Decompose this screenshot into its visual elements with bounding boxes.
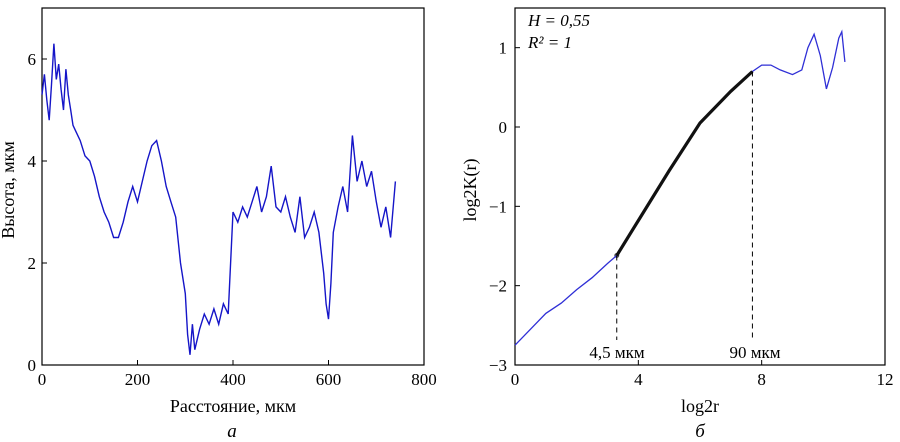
panel-a-x-tick-label: 800 [411,370,437,389]
panel-b-x-tick-label: 12 [877,370,894,389]
panel-a-y-tick-label: 0 [28,356,37,375]
panel-b-x-tick-label: 4 [634,370,643,389]
panel-b-y-tick-label: 0 [499,118,508,137]
panel-b-y-tick-label: −1 [489,197,507,216]
panel-a-y-tick-label: 2 [28,254,37,273]
panel-a-x-tick-label: 200 [125,370,151,389]
panel-b-chart: 0 4 8 12 −3 −2 −1 0 1 4,5 мкм 90 мкм H = 0,55 R²… [460,7,894,442]
panel-a-y-tick-label: 4 [28,152,37,171]
panel-b-r2-label: R² = 1 [527,33,572,52]
panel-b-log-curve [514,29,846,346]
panel-a-x-tick-label: 600 [316,370,342,389]
panel-a-ticks: 0 200 400 600 800 0 2 4 6 [28,50,437,389]
panel-b-hurst-label: H = 0,55 [527,11,590,30]
panel-b-y-axis-label: log2K(r) [460,159,481,222]
panel-b-x-axis-label: log2r [681,396,719,416]
panel-b-y-tick-label: −3 [489,356,507,375]
panel-a-height-profile-line [41,43,397,355]
panel-b-left-cutoff-label: 4,5 мкм [589,343,645,362]
panel-a-chart: 0 200 400 600 800 0 2 4 6 Расстояние, мкм Высота… [0,7,437,442]
panel-b-fit-segment [615,70,754,257]
panel-b-x-tick-label: 8 [757,370,766,389]
panel-a-y-axis-label: Высота, мкм [0,141,18,238]
panel-b-y-tick-label: 1 [499,39,508,58]
panel-a-y-tick-label: 6 [28,50,37,69]
panel-a-x-tick-label: 400 [220,370,246,389]
panel-a-x-axis-label: Расстояние, мкм [170,396,296,416]
panel-b-y-tick-label: −2 [489,277,507,296]
panel-b-right-cutoff-label: 90 мкм [729,343,780,362]
panel-b-letter: б [695,421,706,442]
panel-a-letter: а [227,421,237,442]
panel-b-ticks: 0 4 8 12 −3 −2 −1 0 1 [489,39,894,389]
panel-b-plot-frame [514,7,886,366]
panel-b-x-tick-label: 0 [511,370,520,389]
panel-a-x-tick-label: 0 [38,370,47,389]
